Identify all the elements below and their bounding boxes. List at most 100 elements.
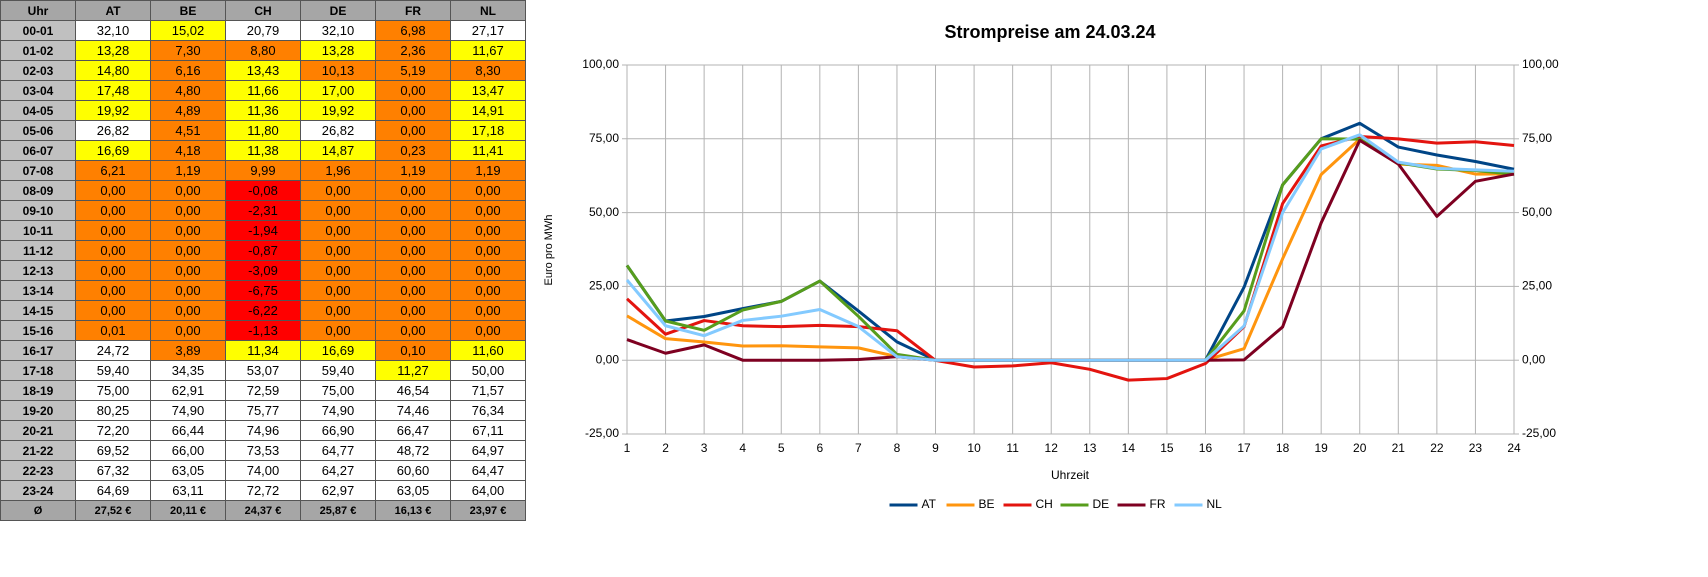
price-cell: 75,77 — [225, 400, 301, 421]
price-cell: 0,00 — [75, 300, 151, 321]
price-cell: 0,00 — [150, 220, 226, 241]
price-cell: 60,60 — [375, 460, 451, 481]
x-tick-label: 24 — [1507, 441, 1521, 455]
price-cell: 0,00 — [450, 200, 526, 221]
average-cell: 20,11 € — [150, 500, 226, 521]
price-cell: 0,00 — [300, 260, 376, 281]
price-table: Uhr AT BE CH DE FR NL 00-01 32,10 15,02 20,79 32,10… — [0, 0, 526, 521]
data-row: 15-16 0,01 0,00 -1,13 0,00 0,00 0,00 — [0, 320, 526, 341]
legend-label: FR — [1150, 497, 1166, 511]
price-cell: 0,00 — [375, 80, 451, 101]
x-tick-label: 14 — [1122, 441, 1136, 455]
price-cell: 64,47 — [450, 460, 526, 481]
data-row: 03-04 17,48 4,80 11,66 17,00 0,00 13,47 — [0, 80, 526, 101]
data-row: 20-21 72,20 66,44 74,96 66,90 66,47 67,11 — [0, 420, 526, 441]
price-cell: 26,82 — [75, 120, 151, 141]
price-cell: 10,13 — [300, 60, 376, 81]
series-line — [625, 133, 1515, 362]
hour-cell: 02-03 — [0, 60, 76, 81]
average-cell: Ø — [0, 500, 76, 521]
price-cell: 74,00 — [225, 460, 301, 481]
price-cell: -1,13 — [225, 320, 301, 341]
average-cell: 23,97 € — [450, 500, 526, 521]
x-tick-label: 19 — [1314, 441, 1328, 455]
x-axis-label: Uhrzeit — [1051, 468, 1090, 482]
legend-label: AT — [922, 497, 937, 511]
price-cell: 64,97 — [450, 440, 526, 461]
price-cell: 6,21 — [75, 160, 151, 181]
hour-cell: 12-13 — [0, 260, 76, 281]
hour-cell: 07-08 — [0, 160, 76, 181]
price-cell: 19,92 — [300, 100, 376, 121]
price-cell: 74,90 — [300, 400, 376, 421]
price-cell: 0,00 — [300, 280, 376, 301]
y-tick-label: -25,00 — [585, 426, 619, 440]
price-cell: 0,00 — [300, 220, 376, 241]
price-cell: 59,40 — [300, 360, 376, 381]
price-cell: 74,46 — [375, 400, 451, 421]
price-cell: 80,25 — [75, 400, 151, 421]
price-cell: 62,91 — [150, 380, 226, 401]
price-cell: 64,00 — [450, 480, 526, 501]
price-cell: 0,00 — [150, 300, 226, 321]
price-cell: 62,97 — [300, 480, 376, 501]
price-cell: 0,00 — [150, 320, 226, 341]
x-tick-label: 9 — [932, 441, 939, 455]
price-cell: 0,00 — [450, 260, 526, 281]
y2-tick-label: 100,00 — [1522, 57, 1559, 71]
price-cell: 0,01 — [75, 320, 151, 341]
price-cell: 69,52 — [75, 440, 151, 461]
price-cell: 9,99 — [225, 160, 301, 181]
header-cell: AT — [75, 0, 151, 21]
legend-label: CH — [1036, 497, 1053, 511]
data-row: 23-24 64,69 63,11 72,72 62,97 63,05 64,00 — [0, 480, 526, 501]
price-cell: 72,20 — [75, 420, 151, 441]
price-cell: 0,00 — [450, 220, 526, 241]
price-cell: 66,47 — [375, 420, 451, 441]
x-tick-label: 6 — [816, 441, 823, 455]
data-row: 01-02 13,28 7,30 8,80 13,28 2,36 11,67 — [0, 40, 526, 61]
hour-cell: 11-12 — [0, 240, 76, 261]
price-cell: -0,87 — [225, 240, 301, 261]
x-tick-label: 2 — [662, 441, 669, 455]
data-row: 22-23 67,32 63,05 74,00 64,27 60,60 64,47 — [0, 460, 526, 481]
data-row: 02-03 14,80 6,16 13,43 10,13 5,19 8,30 — [0, 60, 526, 81]
plot-frame — [626, 64, 1515, 435]
price-cell: 0,00 — [300, 180, 376, 201]
x-tick-label: 15 — [1160, 441, 1174, 455]
hour-cell: 15-16 — [0, 320, 76, 341]
x-tick-label: 13 — [1083, 441, 1097, 455]
price-cell: 11,27 — [375, 360, 451, 381]
data-row: 11-12 0,00 0,00 -0,87 0,00 0,00 0,00 — [0, 240, 526, 261]
hour-cell: 23-24 — [0, 480, 76, 501]
legend-label: BE — [979, 497, 995, 511]
x-tick-label: 12 — [1045, 441, 1059, 455]
price-cell: 8,30 — [450, 60, 526, 81]
price-cell: -6,22 — [225, 300, 301, 321]
hour-cell: 09-10 — [0, 200, 76, 221]
price-cell: 0,00 — [375, 180, 451, 201]
price-cell: 74,90 — [150, 400, 226, 421]
price-cell: 66,00 — [150, 440, 226, 461]
footer-row: Ø 27,52 €20,11 €24,37 €25,87 €16,13 €23,9… — [0, 500, 526, 521]
hour-cell: 04-05 — [0, 100, 76, 121]
price-cell: 67,11 — [450, 420, 526, 441]
price-cell: 0,00 — [450, 300, 526, 321]
header-row: Uhr AT BE CH DE FR NL — [0, 0, 526, 21]
price-cell: 0,00 — [375, 260, 451, 281]
price-cell: 64,77 — [300, 440, 376, 461]
price-cell: 4,89 — [150, 100, 226, 121]
price-cell: 0,00 — [450, 240, 526, 261]
data-row: 14-15 0,00 0,00 -6,22 0,00 0,00 0,00 — [0, 300, 526, 321]
series-line — [625, 135, 1515, 382]
x-tick-label: 18 — [1276, 441, 1290, 455]
data-row: 13-14 0,00 0,00 -6,75 0,00 0,00 0,00 — [0, 280, 526, 301]
x-tick-label: 3 — [701, 441, 708, 455]
price-cell: 0,00 — [150, 280, 226, 301]
data-row: 12-13 0,00 0,00 -3,09 0,00 0,00 0,00 — [0, 260, 526, 281]
x-tick-label: 16 — [1199, 441, 1213, 455]
header-cell: FR — [375, 0, 451, 21]
hour-cell: 01-02 — [0, 40, 76, 61]
y2-tick-label: 75,00 — [1522, 131, 1552, 145]
